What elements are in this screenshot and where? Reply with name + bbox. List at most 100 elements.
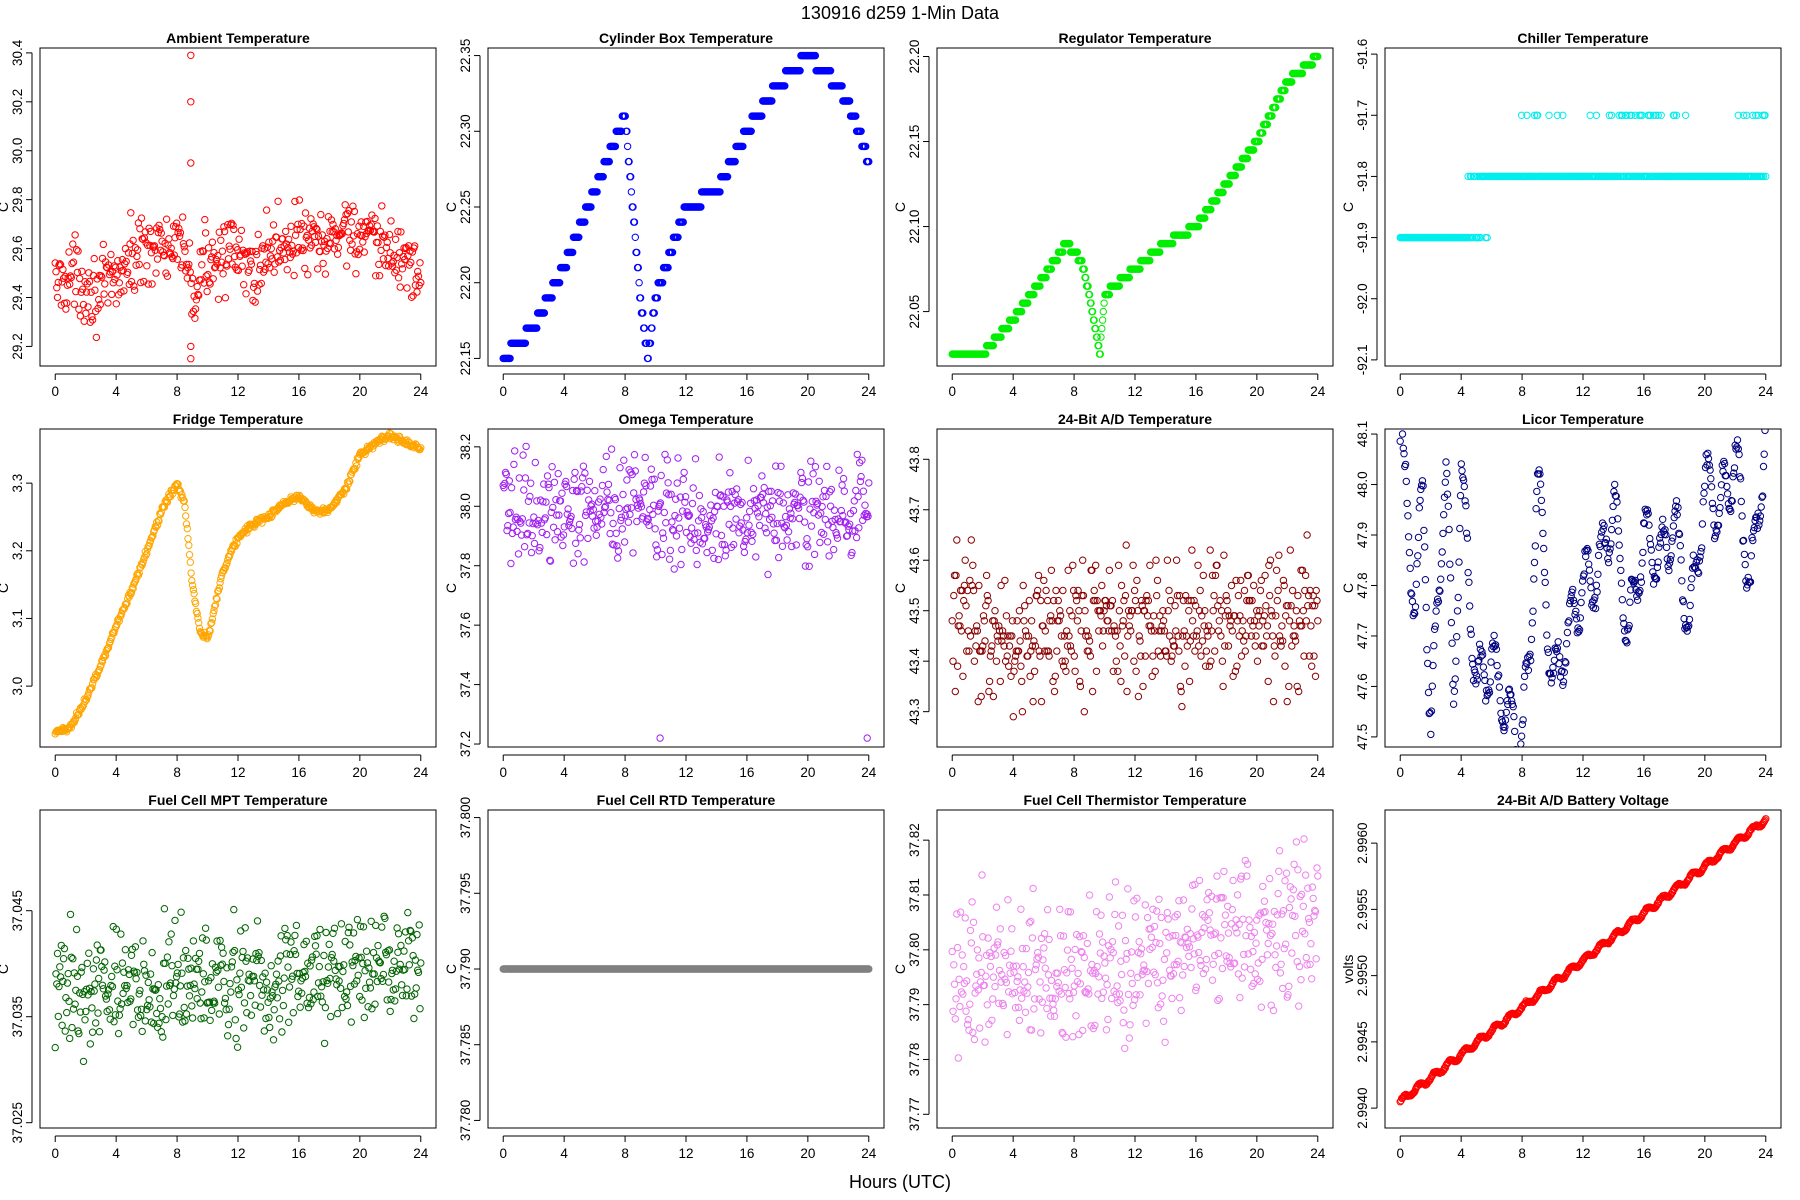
data-point [966, 632, 975, 640]
data-point [1742, 577, 1750, 585]
data-point [1011, 316, 1020, 324]
data-point [1243, 596, 1251, 605]
data-point [1593, 588, 1601, 596]
plot-frame [936, 47, 1334, 367]
data-point [865, 479, 873, 487]
data-point [143, 262, 151, 270]
data-point [1129, 561, 1137, 569]
data-point [179, 493, 187, 502]
data-point [237, 226, 246, 235]
data-point [860, 511, 868, 519]
data-point [114, 257, 122, 265]
data-point [290, 947, 298, 955]
data-point [978, 647, 986, 655]
x-tick-label: 24 [413, 384, 429, 399]
data-point [1578, 577, 1587, 585]
data-point [1098, 324, 1106, 333]
data-point [341, 937, 349, 946]
data-point [150, 242, 159, 250]
data-point [1314, 617, 1322, 625]
data-point [691, 529, 699, 538]
data-point [195, 291, 203, 300]
data-point [1008, 632, 1016, 640]
data-point [646, 506, 654, 514]
data-point [253, 250, 261, 259]
x-tick-label: 24 [1310, 765, 1326, 780]
data-point [1036, 652, 1044, 660]
x-tick-label: 0 [51, 384, 59, 399]
data-point [809, 470, 817, 478]
data-point [504, 509, 513, 518]
data-point [1184, 231, 1192, 239]
data-point [349, 929, 358, 937]
data-point [1153, 576, 1162, 585]
data-point [1551, 644, 1559, 652]
data-point [176, 229, 185, 237]
data-point [1185, 677, 1194, 686]
data-point [1074, 586, 1082, 595]
data-point [1572, 615, 1581, 623]
data-point [1050, 596, 1058, 605]
data-point [256, 1003, 265, 1011]
data-point [330, 245, 339, 253]
data-point [1670, 111, 1678, 120]
y-axis-label: C [443, 583, 459, 593]
data-point [1749, 111, 1757, 120]
data-point [1669, 522, 1678, 530]
data-point [1219, 188, 1227, 197]
data-point [228, 958, 237, 966]
data-point [989, 692, 998, 701]
data-point [83, 280, 92, 288]
data-point [262, 978, 271, 986]
data-point [977, 692, 985, 701]
data-point [1002, 612, 1011, 620]
data-point [394, 930, 403, 938]
data-point [648, 475, 656, 484]
x-tick-label: 24 [1758, 765, 1774, 780]
data-point [285, 983, 294, 991]
data-point [975, 581, 983, 590]
data-point [211, 263, 220, 271]
data-point [1025, 596, 1034, 605]
data-point [157, 1028, 166, 1036]
data-point [1300, 652, 1308, 660]
data-point [1665, 559, 1674, 567]
data-point [1037, 596, 1045, 605]
data-point [723, 173, 732, 181]
data-point [667, 490, 675, 498]
data-point [403, 985, 411, 993]
data-point [672, 495, 680, 503]
data-point [859, 487, 868, 495]
data-point [1190, 596, 1198, 605]
data-point [1504, 686, 1513, 694]
data-point [1730, 464, 1739, 472]
plot-frame [1384, 47, 1782, 367]
data-point [1541, 578, 1549, 587]
data-point [170, 985, 179, 993]
data-point [303, 231, 311, 240]
data-point [97, 946, 105, 954]
x-tick-label: 20 [352, 1146, 367, 1161]
y-tick-label: 48.1 [1355, 421, 1370, 447]
data-point [1131, 596, 1140, 605]
data-point [1685, 615, 1694, 624]
data-point [210, 606, 218, 615]
data-point [182, 260, 191, 269]
data-point [200, 1014, 208, 1022]
data-point [1163, 652, 1171, 660]
data-point [948, 617, 956, 625]
data-point [394, 948, 402, 956]
data-point [767, 487, 775, 495]
y-tick-label: 22.30 [458, 114, 473, 148]
data-point [267, 245, 275, 253]
data-point [1559, 678, 1568, 686]
data-point [1623, 111, 1631, 120]
data-point [175, 232, 184, 241]
data-point [407, 258, 415, 267]
data-point [1000, 642, 1008, 650]
data-point [374, 238, 382, 247]
data-point [1749, 536, 1757, 545]
